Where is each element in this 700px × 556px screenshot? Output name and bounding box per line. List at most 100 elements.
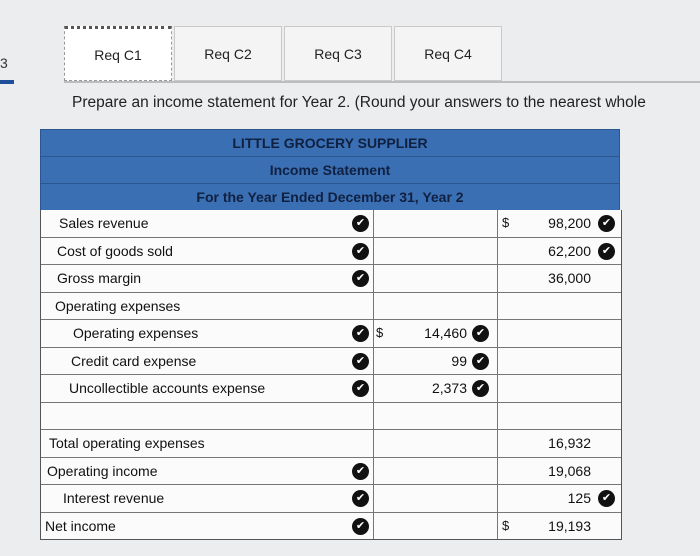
amount-value: 36,000 <box>548 270 591 286</box>
amount-cell[interactable] <box>498 348 621 375</box>
row-label: Net income <box>45 517 116 534</box>
amount-cell[interactable]: 16,932 <box>498 430 621 457</box>
step-number: 3 <box>0 55 8 71</box>
table-row: Uncollectible accounts expense ✔ 2,373 ✔ <box>41 375 621 403</box>
row-label: Sales revenue <box>59 215 149 231</box>
label-cell[interactable]: Total operating expenses <box>41 430 374 457</box>
check-circle-icon: ✔ <box>472 380 489 397</box>
detail-value: 14,460 <box>424 325 467 341</box>
check-circle-icon: ✔ <box>352 490 369 507</box>
detail-cell[interactable] <box>374 430 498 457</box>
statement-grid: Sales revenue ✔ $ 98,200 ✔ Cost of goods… <box>40 210 622 540</box>
check-circle-icon: ✔ <box>472 352 489 370</box>
detail-cell[interactable] <box>374 265 498 292</box>
amount-cell[interactable]: $ 19,193 <box>498 513 621 540</box>
table-row: Net income ✔ $ 19,193 <box>41 512 621 540</box>
label-cell[interactable]: Sales revenue ✔ <box>41 210 374 237</box>
amount-value: 16,932 <box>548 435 591 451</box>
tab-req-c2[interactable]: Req C2 <box>174 26 282 81</box>
amount-value: 98,200 <box>548 215 591 231</box>
table-row: Operating income ✔ 19,068 <box>41 457 621 485</box>
check-circle-icon: ✔ <box>352 462 369 480</box>
amount-cell[interactable]: 62,200 ✔ <box>498 238 621 265</box>
row-label: Operating income <box>47 462 158 479</box>
check-circle-icon: ✔ <box>352 325 369 342</box>
detail-cell[interactable] <box>374 292 498 319</box>
table-row <box>41 402 621 430</box>
tab-divider <box>64 81 700 83</box>
detail-cell[interactable]: 99 ✔ <box>374 347 498 374</box>
row-label: Operating expenses <box>73 325 199 341</box>
tab-req-c3[interactable]: Req C3 <box>284 26 392 81</box>
label-cell[interactable]: Credit card expense ✔ <box>41 347 374 374</box>
requirement-tabs: Req C1 Req C2 Req C3 Req C4 <box>64 26 504 81</box>
detail-cell[interactable] <box>374 457 498 484</box>
amount-value: 125 <box>567 490 591 506</box>
table-row: Interest revenue ✔ 125 ✔ <box>41 485 621 513</box>
detail-value: 2,373 <box>431 380 467 396</box>
amount-value: 19,193 <box>548 517 591 534</box>
detail-cell[interactable] <box>374 402 498 429</box>
dollar-sign: $ <box>502 517 510 533</box>
check-circle-icon: ✔ <box>598 490 615 507</box>
check-circle-icon: ✔ <box>352 215 369 232</box>
amount-cell[interactable]: 125 ✔ <box>498 485 621 512</box>
detail-cell[interactable]: 2,373 ✔ <box>374 375 498 402</box>
detail-cell[interactable]: $ 14,460 ✔ <box>374 320 498 347</box>
check-circle-icon: ✔ <box>352 380 369 397</box>
amount-value: 62,200 <box>548 242 591 259</box>
instruction-text: Prepare an income statement for Year 2. … <box>72 94 646 111</box>
step-indicator <box>0 80 14 84</box>
check-circle-icon: ✔ <box>472 325 489 342</box>
row-label: Interest revenue <box>63 490 165 506</box>
table-row: Sales revenue ✔ $ 98,200 ✔ <box>41 210 621 238</box>
amount-cell[interactable]: $ 98,200 ✔ <box>498 210 621 237</box>
check-circle-icon: ✔ <box>598 215 615 232</box>
detail-cell[interactable] <box>374 237 498 264</box>
detail-value: 99 <box>451 352 467 369</box>
check-circle-icon: ✔ <box>598 242 615 260</box>
dollar-sign: $ <box>376 325 384 340</box>
label-cell[interactable]: Gross margin ✔ <box>41 265 374 292</box>
row-label: Credit card expense <box>71 352 197 369</box>
label-cell[interactable]: Net income ✔ <box>41 512 374 539</box>
check-circle-icon: ✔ <box>352 352 369 370</box>
label-cell[interactable]: Interest revenue ✔ <box>41 485 374 512</box>
company-name: LITTLE GROCERY SUPPLIER <box>40 129 620 156</box>
table-row: Operating expenses ✔ $ 14,460 ✔ <box>41 320 621 348</box>
table-row: Operating expenses <box>41 292 621 320</box>
row-label: Gross margin <box>57 270 142 286</box>
label-cell[interactable]: Uncollectible accounts expense ✔ <box>41 375 374 402</box>
amount-cell[interactable]: 36,000 <box>498 265 621 292</box>
row-label: Total operating expenses <box>49 435 205 451</box>
amount-cell[interactable] <box>498 375 621 402</box>
tab-req-c1[interactable]: Req C1 <box>64 26 172 81</box>
label-cell[interactable]: Operating expenses ✔ <box>41 320 374 347</box>
row-label: Operating expenses <box>55 297 181 314</box>
statement-period: For the Year Ended December 31, Year 2 <box>40 183 620 210</box>
check-circle-icon: ✔ <box>352 242 369 260</box>
detail-cell[interactable] <box>374 485 498 512</box>
dollar-sign: $ <box>502 215 510 230</box>
check-circle-icon: ✔ <box>352 270 369 287</box>
label-cell[interactable]: Operating expenses <box>41 292 374 319</box>
income-statement: LITTLE GROCERY SUPPLIER Income Statement… <box>40 129 622 540</box>
amount-cell[interactable] <box>498 403 621 430</box>
statement-title: Income Statement <box>40 156 620 183</box>
amount-cell[interactable] <box>498 293 621 320</box>
check-circle-icon: ✔ <box>352 517 369 535</box>
label-cell[interactable] <box>41 402 374 429</box>
amount-cell[interactable]: 19,068 <box>498 458 621 485</box>
amount-cell[interactable] <box>498 320 621 347</box>
label-cell[interactable]: Cost of goods sold ✔ <box>41 237 374 264</box>
detail-cell[interactable] <box>374 210 498 237</box>
row-label: Uncollectible accounts expense <box>69 380 266 396</box>
tab-req-c4[interactable]: Req C4 <box>394 26 502 81</box>
amount-value: 19,068 <box>548 462 591 479</box>
label-cell[interactable]: Operating income ✔ <box>41 457 374 484</box>
table-row: Gross margin ✔ 36,000 <box>41 265 621 293</box>
table-row: Cost of goods sold ✔ 62,200 ✔ <box>41 237 621 265</box>
table-row: Total operating expenses 16,932 <box>41 430 621 458</box>
detail-cell[interactable] <box>374 512 498 539</box>
table-row: Credit card expense ✔ 99 ✔ <box>41 347 621 375</box>
